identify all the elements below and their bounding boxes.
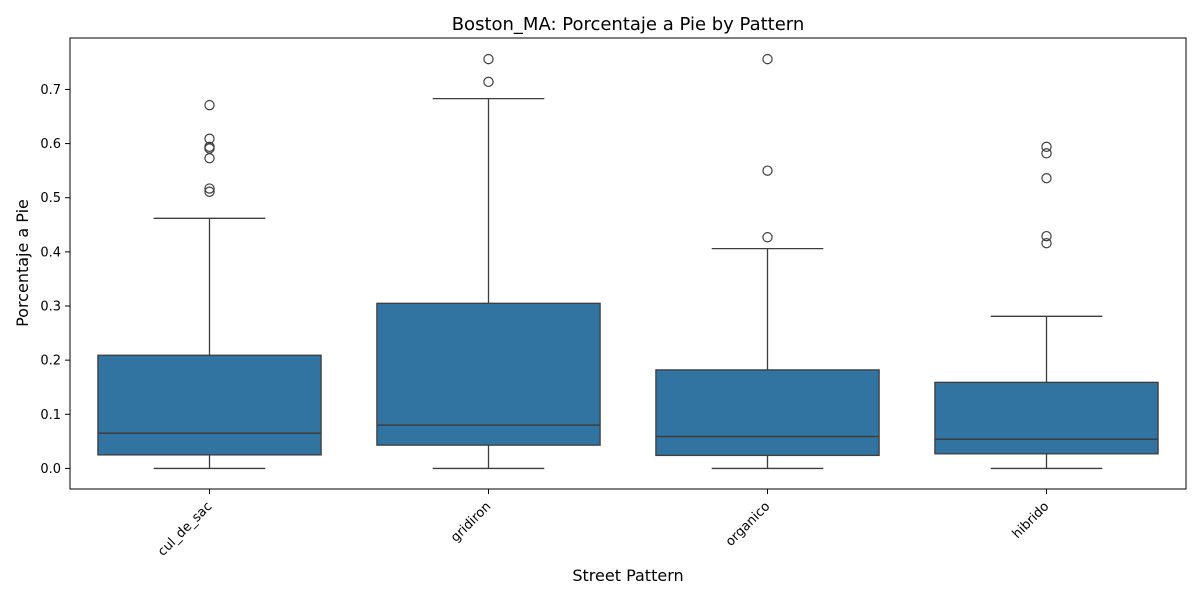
outlier-point <box>762 232 773 243</box>
x-tick-label: cul_de_sac <box>155 499 215 559</box>
y-tick-label: 0.2 <box>40 354 61 369</box>
outlier-point <box>1041 173 1052 184</box>
box-group-hibrido <box>934 141 1159 470</box>
box-hibrido <box>934 381 1159 455</box>
plot-area <box>97 53 1159 470</box>
box-group-gridiron <box>376 53 601 470</box>
y-tick-label: 0.4 <box>40 245 61 260</box>
box-cul-de-sac <box>97 354 322 456</box>
y-axis: 0.0 0.1 0.2 0.3 0.4 0.5 0.6 0.7 <box>40 83 70 477</box>
x-tick-label: gridiron <box>448 499 494 545</box>
y-tick-label: 0.3 <box>40 300 61 315</box>
outlier-point <box>1041 141 1052 153</box>
plot-frame <box>69 37 1187 490</box>
chart-title: Boston_MA: Porcentaje a Pie by Pattern <box>452 14 805 35</box>
y-tick-label: 0.0 <box>40 462 61 477</box>
outlier-point <box>483 76 494 88</box>
box-organico <box>655 369 880 457</box>
y-axis-label: Porcentaje a Pie <box>13 199 32 327</box>
y-tick-label: 0.7 <box>40 83 61 98</box>
outlier-point <box>1041 148 1052 159</box>
x-tick-label: organico <box>723 499 773 549</box>
outlier-point <box>204 152 215 164</box>
outlier-point <box>1041 230 1052 242</box>
outlier-point <box>762 53 773 65</box>
box-gridiron <box>376 302 601 446</box>
outlier-point <box>204 186 215 197</box>
box-group-cul-de-sac <box>97 99 322 470</box>
x-axis: cul_de_sac gridiron organico hibrido <box>155 489 1052 559</box>
y-tick-label: 0.1 <box>40 408 61 423</box>
outlier-point <box>204 183 215 194</box>
x-tick-label: hibrido <box>1010 499 1053 542</box>
y-tick-label: 0.5 <box>40 191 61 206</box>
outlier-point <box>1041 237 1052 249</box>
x-axis-label: Street Pattern <box>572 566 683 585</box>
outlier-point <box>204 99 215 111</box>
y-tick-label: 0.6 <box>40 137 61 152</box>
outlier-point <box>483 53 494 65</box>
box-group-organico <box>655 53 880 470</box>
outlier-point <box>762 165 773 176</box>
